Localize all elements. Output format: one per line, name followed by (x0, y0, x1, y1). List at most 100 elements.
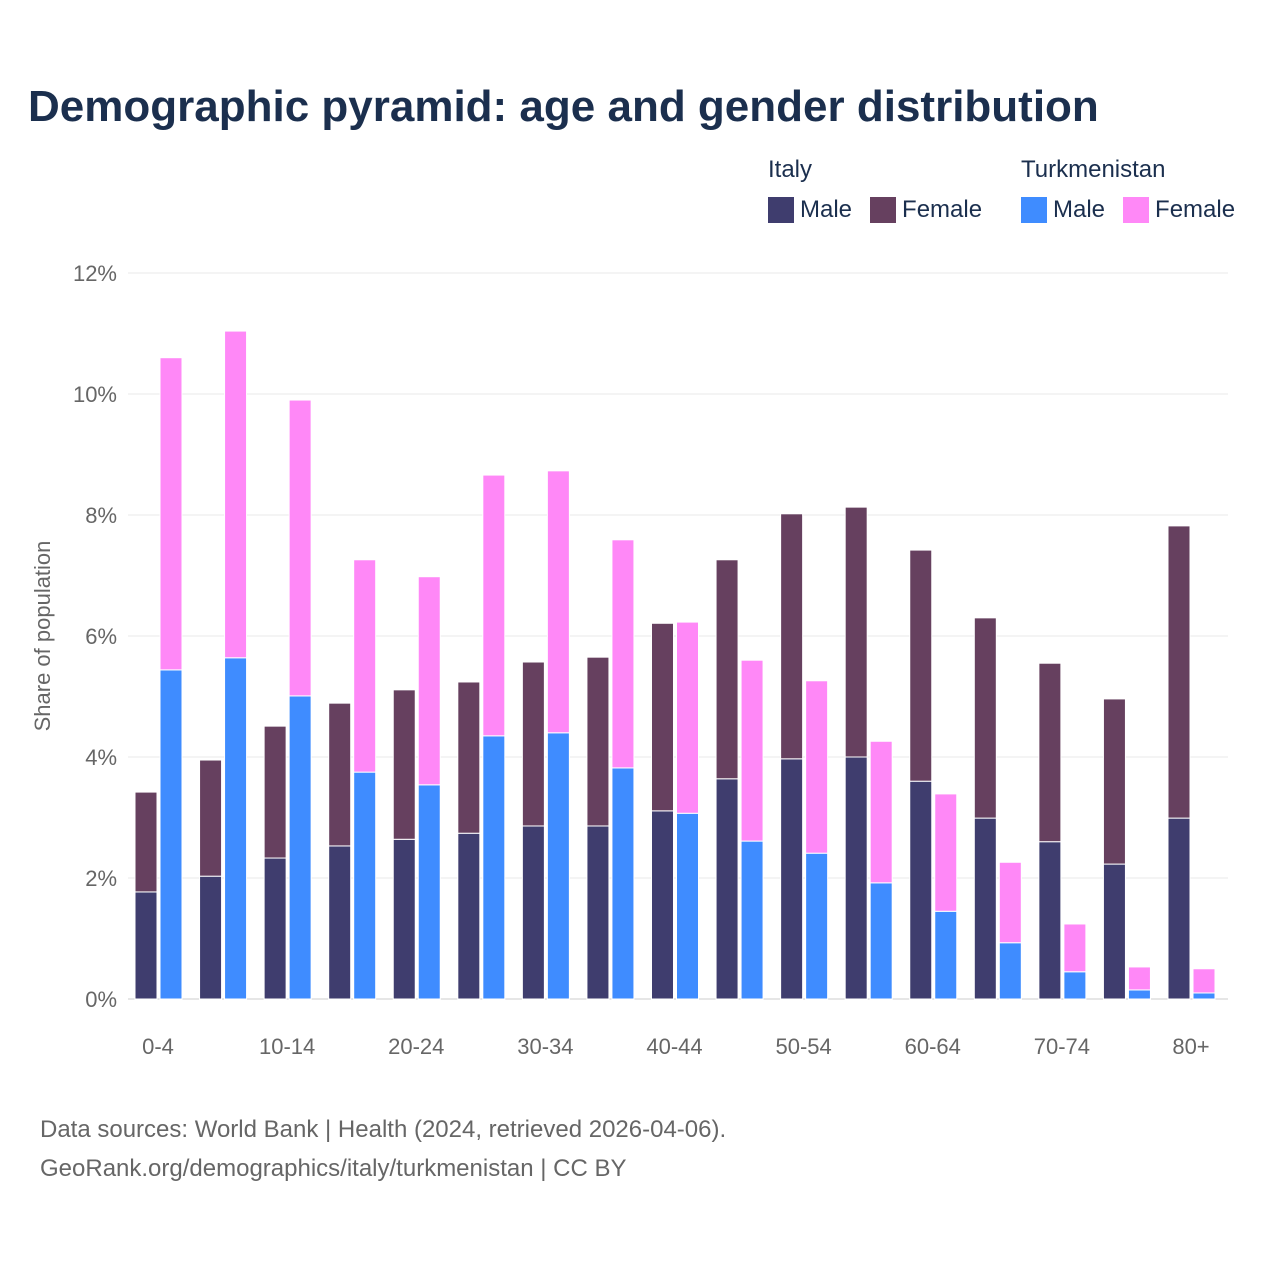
bar-turkmenistan-female (934, 793, 958, 912)
legend-turk-male[interactable]: Male (1021, 196, 1105, 224)
bar-italy-female (651, 622, 674, 812)
bar-turkmenistan-male (805, 852, 829, 1000)
bar-turkmenistan-female (676, 621, 699, 814)
bar-italy-male (199, 875, 223, 1000)
legend-turkmenistan: Turkmenistan Male Female (1021, 156, 1235, 224)
legend-turk-female[interactable]: Female (1123, 196, 1235, 224)
bar-italy-male (457, 832, 481, 1000)
bar-italy-male (328, 845, 352, 1000)
legend-label: Female (902, 196, 983, 223)
legend-label: Female (1155, 196, 1236, 223)
bar-turkmenistan-male (869, 882, 893, 1000)
footer-sources: Data sources: World Bank | Health (2024,… (40, 1116, 727, 1143)
bar-italy-male (844, 756, 868, 1000)
bar-turkmenistan-female (417, 576, 441, 786)
bar-italy-male (651, 810, 674, 1000)
x-tick-label: 60-64 (905, 1034, 961, 1059)
bar-italy-male (1102, 863, 1126, 1000)
bar-italy-male (780, 758, 804, 1000)
bar-turkmenistan-female (869, 740, 893, 884)
bar-italy-female (392, 689, 416, 840)
bar-italy-male (392, 838, 416, 1000)
bar-turkmenistan-female (611, 539, 635, 769)
bar-italy-female (909, 549, 933, 782)
bar-turkmenistan-female (1192, 968, 1216, 994)
bar-turkmenistan-male (224, 657, 248, 1000)
bar-italy-female (586, 656, 610, 827)
bar-turkmenistan-male (288, 695, 312, 1000)
legend-italy: Italy Male Female (768, 156, 982, 224)
bar-turkmenistan-female (740, 659, 764, 842)
x-tick-label: 80+ (1172, 1034, 1209, 1059)
bar-turkmenistan-female (1063, 923, 1087, 973)
bar-turkmenistan-female (482, 474, 506, 737)
y-tick-label: 2% (85, 866, 117, 891)
x-tick-label: 70-74 (1034, 1034, 1090, 1059)
legend-italy-male[interactable]: Male (768, 196, 852, 224)
bar-turkmenistan-male (482, 735, 506, 1000)
footer-credit: GeoRank.org/demographics/italy/turkmenis… (40, 1155, 627, 1182)
bar-italy-female (521, 661, 545, 827)
bar-italy-female (134, 791, 158, 893)
legend-swatch (1123, 197, 1150, 223)
bar-turkmenistan-male (1192, 992, 1216, 1000)
bar-italy-female (1038, 662, 1062, 843)
y-tick-label: 12% (73, 261, 117, 286)
bar-turkmenistan-male (998, 942, 1022, 1000)
y-tick-label: 6% (85, 624, 117, 649)
legend-group-title: Italy (768, 156, 813, 183)
bar-turkmenistan-male (1063, 971, 1087, 1000)
bar-turkmenistan-female (546, 470, 570, 734)
bar-turkmenistan-male (159, 669, 183, 1000)
bar-turkmenistan-female (805, 680, 829, 854)
bar-turkmenistan-male (546, 732, 570, 1000)
chart-title: Demographic pyramid: age and gender dist… (28, 82, 1099, 131)
bar-italy-female (973, 617, 997, 819)
bar-italy-male (1038, 841, 1062, 1000)
bar-italy-male (909, 780, 933, 1000)
y-tick-label: 8% (85, 503, 117, 528)
bar-turkmenistan-female (288, 399, 312, 697)
x-tick-label: 10-14 (259, 1034, 315, 1059)
bar-italy-male (586, 825, 610, 1000)
bar-italy-male (263, 857, 287, 1000)
bar-italy-female (1167, 525, 1191, 819)
legend-swatch (768, 197, 794, 223)
bar-turkmenistan-female (224, 330, 248, 659)
bar-turkmenistan-female (998, 861, 1022, 944)
bar-italy-male (973, 817, 997, 1000)
x-tick-label: 50-54 (775, 1034, 831, 1059)
bar-turkmenistan-male (1127, 989, 1151, 1000)
bar-turkmenistan-female (353, 559, 377, 773)
bar-turkmenistan-male (676, 812, 699, 1000)
bar-turkmenistan-female (1127, 966, 1151, 991)
legend-swatch (1021, 197, 1047, 223)
bar-turkmenistan-male (417, 784, 441, 1000)
legend-italy-female[interactable]: Female (870, 196, 982, 224)
legend-label: Male (1053, 196, 1106, 223)
y-axis-label: Share of population (30, 541, 55, 732)
x-tick-label: 40-44 (646, 1034, 702, 1059)
bar-italy-female (1102, 698, 1126, 865)
bar-italy-female (263, 725, 287, 859)
bar-turkmenistan-female (159, 357, 183, 671)
bar-turkmenistan-male (353, 771, 377, 1000)
bar-turkmenistan-male (740, 840, 764, 1000)
bar-italy-male (715, 778, 739, 1000)
x-tick-label: 20-24 (388, 1034, 444, 1059)
x-tick-label: 0-4 (142, 1034, 174, 1059)
bar-turkmenistan-male (611, 767, 635, 1000)
x-tick-label: 30-34 (517, 1034, 573, 1059)
bar-turkmenistan-male (934, 910, 958, 1000)
legend-group-title: Turkmenistan (1021, 156, 1166, 183)
bar-italy-female (199, 759, 223, 877)
y-tick-label: 10% (73, 382, 117, 407)
bar-italy-male (521, 825, 545, 1000)
bar-italy-female (844, 506, 868, 758)
y-tick-label: 4% (85, 745, 117, 770)
bar-italy-female (457, 681, 481, 834)
legend-swatch (870, 197, 897, 223)
y-tick-label: 0% (85, 987, 117, 1012)
bar-italy-male (1167, 817, 1191, 1000)
